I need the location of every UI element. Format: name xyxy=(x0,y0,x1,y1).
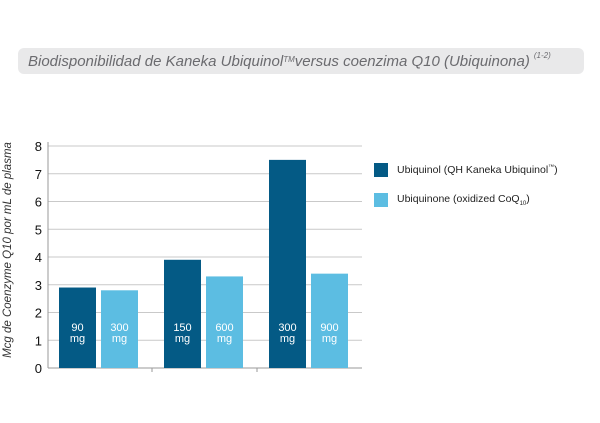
bar-label: 900 xyxy=(320,322,338,334)
title-references: (1-2) xyxy=(533,50,551,60)
bar-label-unit: mg xyxy=(280,333,295,345)
bar xyxy=(164,259,201,368)
y-tick-label: 4 xyxy=(35,250,42,265)
y-axis-title: Mcg de Coenzyme Q10 por mL de plasma xyxy=(2,142,14,358)
bar-label-unit: mg xyxy=(322,333,337,345)
y-tick-label: 0 xyxy=(35,361,42,376)
bar-label: 90 xyxy=(71,322,83,334)
legend-item-ubiquinone: Ubiquinone (oxidized CoQ10) xyxy=(374,190,558,210)
bar xyxy=(59,287,96,368)
bar xyxy=(101,290,138,368)
y-tick-label: 1 xyxy=(35,333,42,348)
title-trademark: TM xyxy=(283,54,295,64)
y-tick-label: 5 xyxy=(35,222,42,237)
bar-label-unit: mg xyxy=(175,333,190,345)
y-tick-label: 8 xyxy=(35,139,42,154)
legend-swatch-ubiquinone xyxy=(374,193,388,207)
y-tick-label: 7 xyxy=(35,167,42,182)
bar-label: 300 xyxy=(278,322,296,334)
y-tick-label: 2 xyxy=(35,306,42,321)
title-rest: versus coenzima Q10 (Ubiquinona) xyxy=(294,52,530,70)
legend-item-ubiquinol: Ubiquinol (QH Kaneka Ubiquinol™) xyxy=(374,160,558,180)
legend-label-ubiquinol: Ubiquinol (QH Kaneka Ubiquinol™) xyxy=(397,164,558,176)
title-main: Biodisponibilidad de Kaneka Ubiquinol xyxy=(28,52,284,70)
legend: Ubiquinol (QH Kaneka Ubiquinol™) Ubiquin… xyxy=(374,160,558,220)
bar-label: 150 xyxy=(173,322,191,334)
bar-label-unit: mg xyxy=(112,333,127,345)
y-tick-label: 3 xyxy=(35,278,42,293)
bar xyxy=(311,273,348,368)
bar-label-unit: mg xyxy=(70,333,85,345)
legend-swatch-ubiquinol xyxy=(374,163,388,177)
bar-label: 600 xyxy=(215,322,233,334)
bar xyxy=(206,276,243,368)
bar-label: 300 xyxy=(110,322,128,334)
bar xyxy=(269,159,306,368)
y-tick-label: 6 xyxy=(35,195,42,210)
bar-label-unit: mg xyxy=(217,333,232,345)
legend-label-ubiquinone: Ubiquinone (oxidized CoQ10) xyxy=(397,192,530,208)
chart-title: Biodisponibilidad de Kaneka Ubiquinol TM … xyxy=(18,48,584,74)
